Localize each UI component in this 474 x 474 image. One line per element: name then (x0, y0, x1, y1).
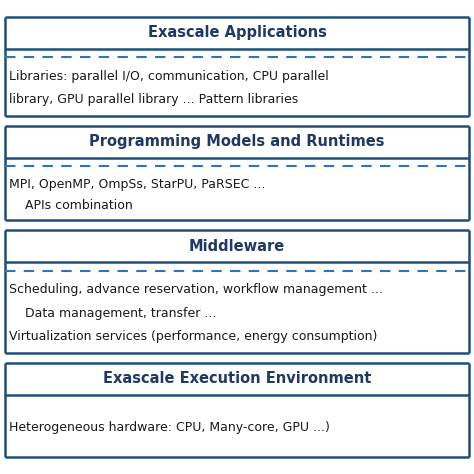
Text: APIs combination: APIs combination (9, 199, 133, 211)
Text: Exascale Execution Environment: Exascale Execution Environment (103, 371, 371, 386)
Text: Heterogeneous hardware: CPU, Many-core, GPU ...): Heterogeneous hardware: CPU, Many-core, … (9, 421, 330, 434)
Text: Middleware: Middleware (189, 238, 285, 254)
Text: Libraries: parallel I/O, communication, CPU parallel: Libraries: parallel I/O, communication, … (9, 70, 329, 82)
Text: MPI, OpenMP, OmpSs, StarPU, PaRSEC ...: MPI, OpenMP, OmpSs, StarPU, PaRSEC ... (9, 178, 266, 191)
Text: Exascale Applications: Exascale Applications (147, 25, 327, 40)
Text: library, GPU parallel library ... Pattern libraries: library, GPU parallel library ... Patter… (9, 93, 299, 106)
Text: Scheduling, advance reservation, workflow management ...: Scheduling, advance reservation, workflo… (9, 283, 383, 296)
Text: Virtualization services (performance, energy consumption): Virtualization services (performance, en… (9, 330, 378, 343)
Text: Programming Models and Runtimes: Programming Models and Runtimes (89, 134, 385, 149)
Text: Data management, transfer ...: Data management, transfer ... (9, 307, 217, 319)
